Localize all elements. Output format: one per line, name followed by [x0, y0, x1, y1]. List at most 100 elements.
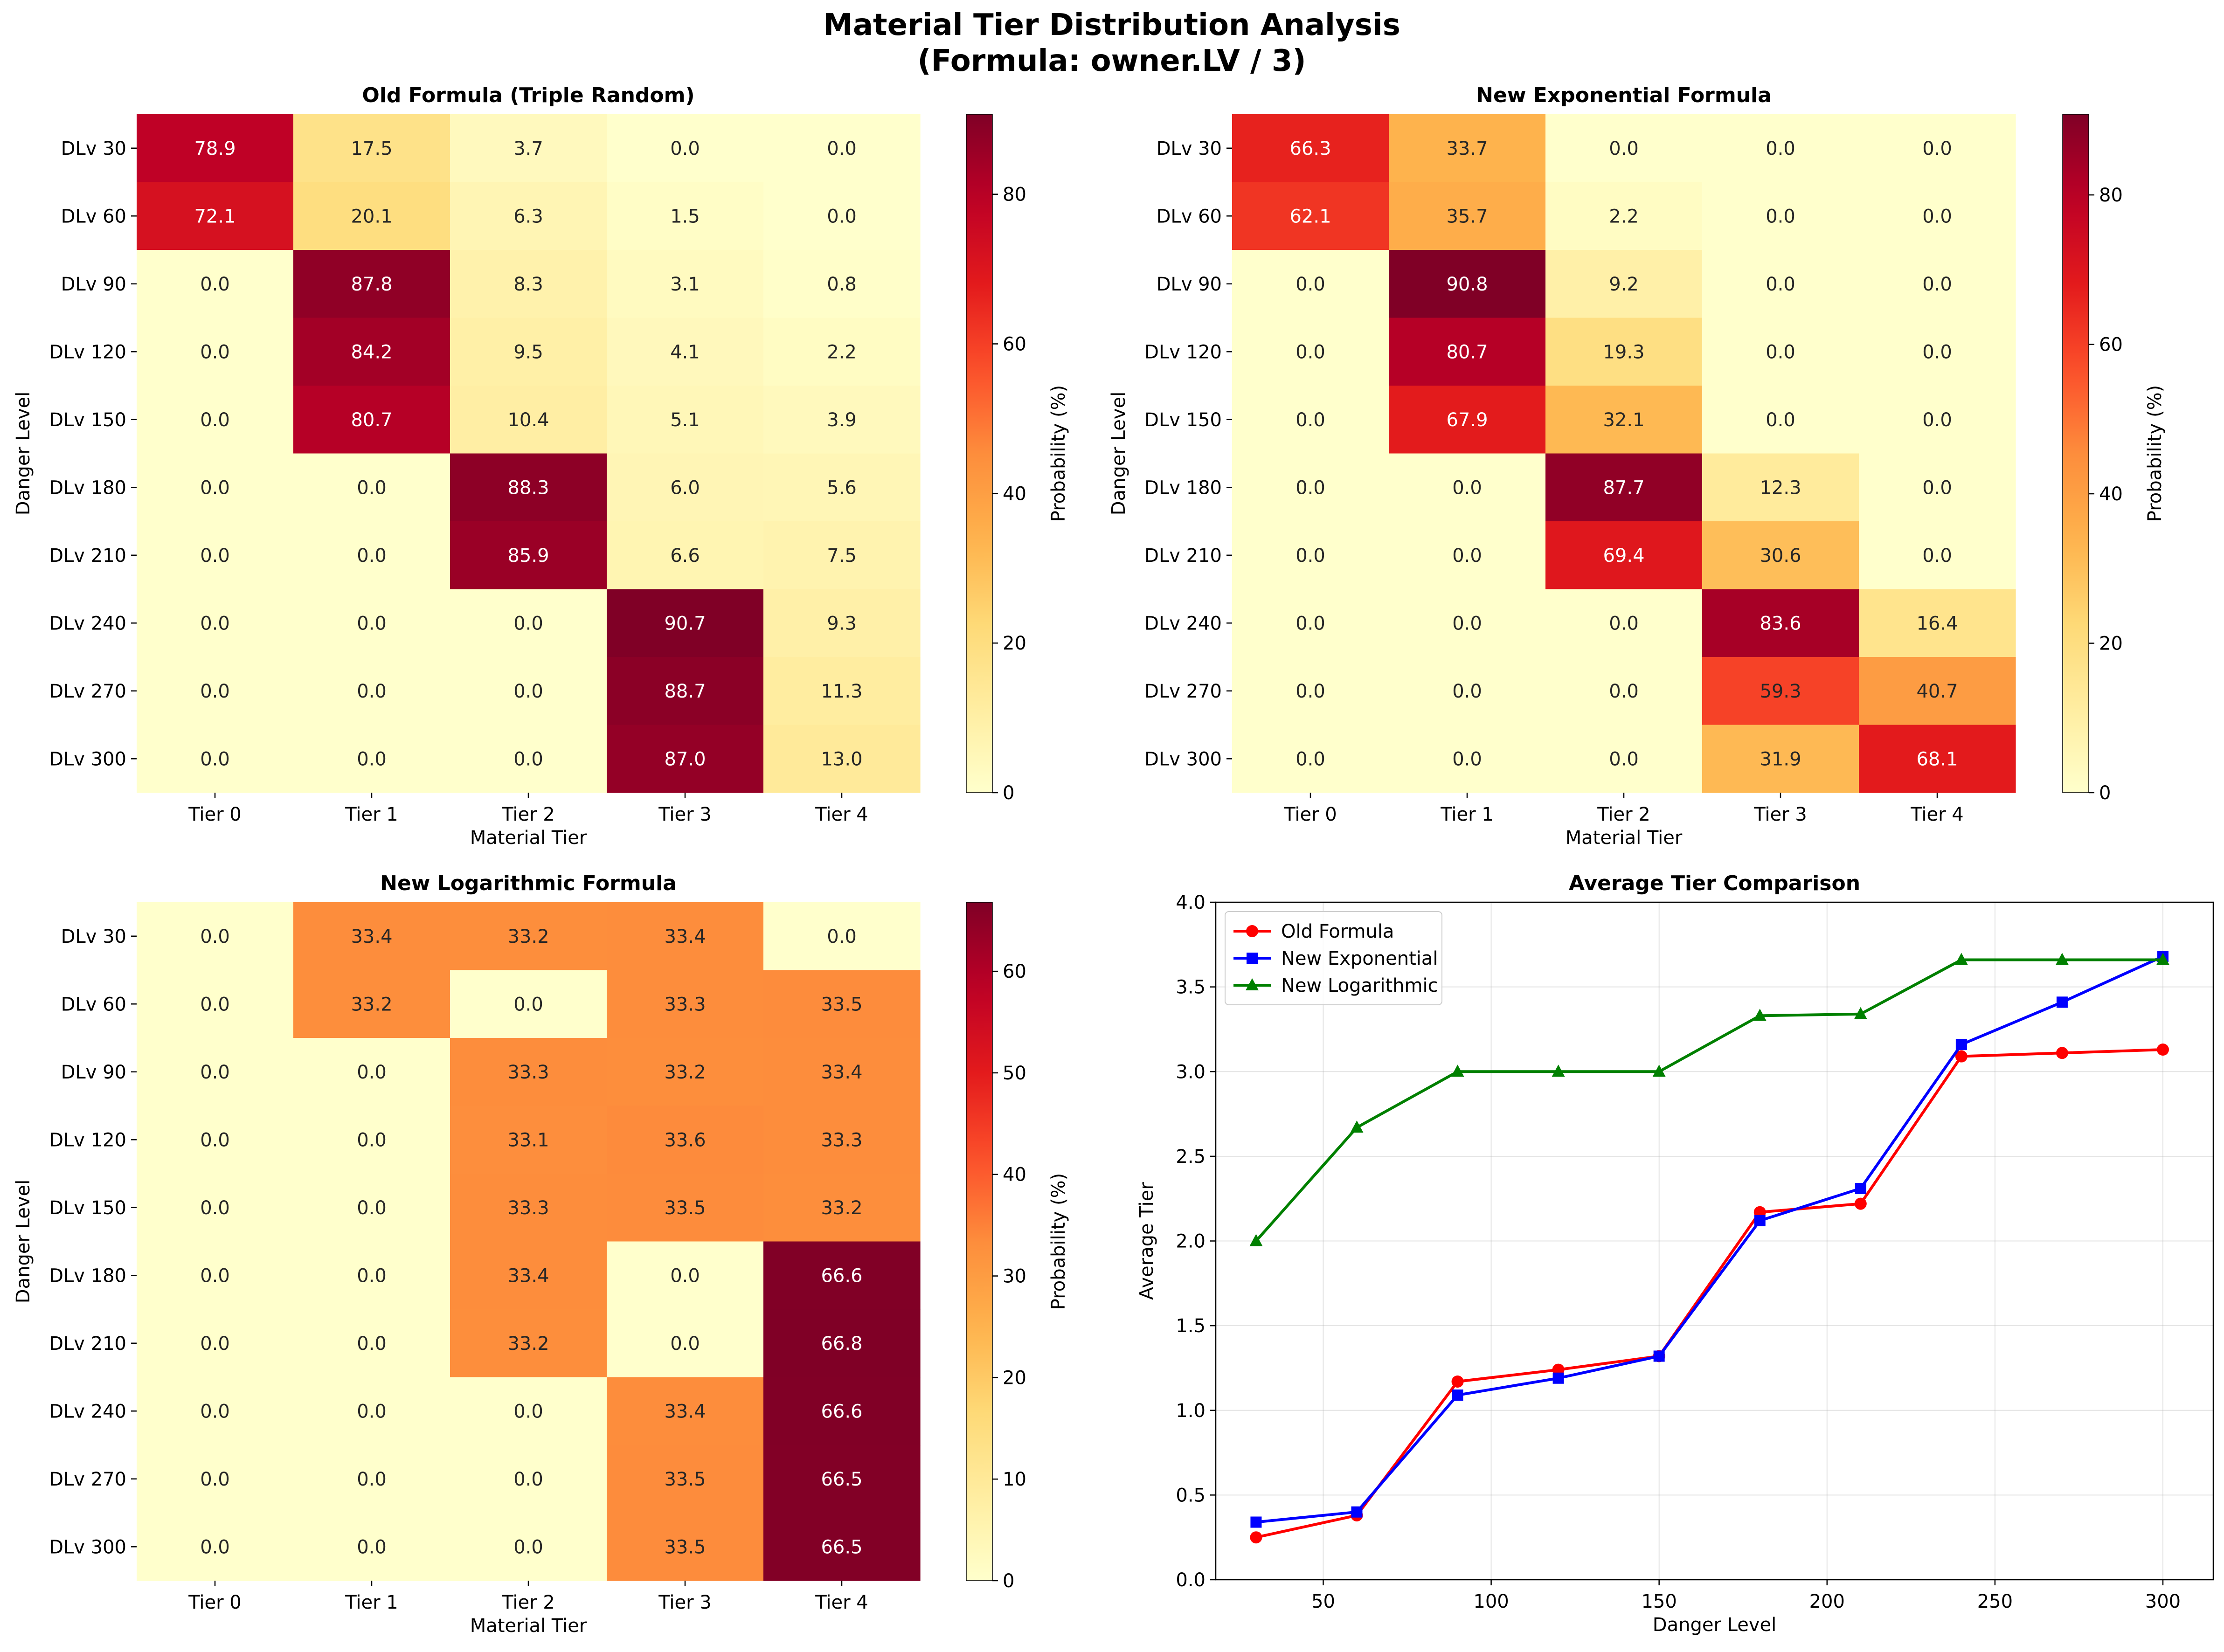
heatmap-cell [1702, 453, 1859, 522]
cell-value-label: 62.1 [1289, 206, 1331, 227]
heatmap-cell [607, 970, 764, 1038]
heatmap-cell [763, 725, 921, 793]
heatmap-cell [1702, 589, 1859, 657]
cell-value-label: 33.4 [664, 926, 706, 947]
x-tick-label: 50 [1311, 1591, 1335, 1612]
cell-value-label: 33.3 [507, 1062, 549, 1083]
cell-value-label: 2.2 [827, 341, 857, 363]
colorbar-tick-label: 40 [1003, 483, 1026, 505]
cell-value-label: 8.3 [513, 274, 543, 295]
cell-value-label: 66.5 [821, 1536, 862, 1558]
heatmap-cell [1859, 453, 2016, 522]
heatmap-cell [607, 1174, 764, 1242]
heatmap-cell [607, 1377, 764, 1445]
x-tick-label: 250 [1977, 1591, 2013, 1612]
data-point [2056, 996, 2068, 1008]
cell-value-label: 16.4 [1916, 613, 1958, 634]
y-tick-label: DLv 120 [49, 341, 126, 363]
colorbar-tick-label: 80 [2099, 185, 2123, 206]
heatmap-cell [1232, 114, 1389, 183]
heatmap-cell [293, 1038, 450, 1106]
x-tick-label: Tier 0 [188, 804, 242, 825]
colorbar-tick-label: 40 [1003, 1164, 1026, 1186]
heatmap-cell [1545, 453, 1703, 522]
cell-value-label: 9.3 [827, 613, 857, 634]
heatmap-cell [293, 970, 450, 1038]
cell-value-label: 59.3 [1760, 681, 1801, 702]
colorbar-tick-label: 0 [1003, 782, 1014, 804]
y-tick-label: DLv 90 [1157, 274, 1222, 295]
heatmap-cell [293, 902, 450, 971]
cell-value-label: 0.0 [357, 1265, 387, 1286]
cell-value-label: 0.0 [1296, 341, 1325, 363]
cell-value-label: 0.0 [200, 613, 230, 634]
heatmap-cell [1702, 386, 1859, 454]
heatmap-cell [137, 1309, 294, 1378]
heatmap-cell [763, 1106, 921, 1174]
heatmap-cell [450, 657, 607, 726]
colorbar-tick-label: 20 [2099, 633, 2123, 655]
heatmap-cell [607, 182, 764, 250]
y-tick-label: DLv 30 [1157, 138, 1222, 159]
heatmap-cell [293, 1513, 450, 1581]
legend-entry-label: Old Formula [1281, 921, 1394, 942]
y-tick-label: DLv 300 [49, 1536, 126, 1558]
cell-value-label: 33.3 [664, 994, 706, 1015]
heatmap-cell [763, 902, 921, 971]
cell-value-label: 0.0 [200, 409, 230, 431]
cell-value-label: 0.0 [200, 748, 230, 770]
cell-value-label: 0.0 [1296, 545, 1325, 567]
y-tick-label: DLv 180 [49, 477, 126, 498]
heatmap-cell [607, 318, 764, 386]
heatmap-cell [763, 521, 921, 590]
heatmap-cell [450, 1106, 607, 1174]
y-tick-label: DLv 270 [1144, 681, 1222, 702]
heatmap-cell [137, 1038, 294, 1106]
cell-value-label: 66.8 [821, 1333, 862, 1355]
data-point [1552, 1064, 1565, 1077]
heatmap-cell [1859, 182, 2016, 250]
heatmap-cell [1859, 250, 2016, 318]
y-tick-label: 1.5 [1176, 1315, 1206, 1337]
colorbar-tick-label: 20 [1003, 633, 1026, 654]
heatmap-cell [1545, 386, 1703, 454]
cell-value-label: 9.5 [513, 341, 543, 363]
cell-value-label: 33.5 [664, 1469, 706, 1490]
heatmap-cell [1389, 725, 1546, 793]
heatmap-cell [293, 182, 450, 250]
cell-value-label: 32.1 [1603, 409, 1644, 431]
x-axis-label: Material Tier [470, 827, 587, 849]
cell-value-label: 0.0 [1766, 138, 1795, 159]
heatmap-cell [1389, 386, 1546, 454]
cell-value-label: 83.6 [1760, 613, 1801, 634]
cell-value-label: 0.0 [357, 1129, 387, 1151]
heatmap-cell [450, 1174, 607, 1242]
data-point [1855, 1182, 1866, 1194]
y-tick-label: DLv 120 [49, 1129, 126, 1151]
heatmap-cell [607, 114, 764, 183]
cell-value-label: 0.0 [513, 1469, 543, 1490]
heatmap-cell [763, 1309, 921, 1378]
x-tick-label: Tier 4 [815, 804, 868, 825]
cell-value-label: 0.0 [200, 681, 230, 702]
cell-value-label: 0.0 [200, 1401, 230, 1422]
cell-value-label: 0.0 [357, 545, 387, 567]
heatmap-cell [450, 521, 607, 590]
axes-frame [1215, 901, 2214, 1581]
cell-value-label: 0.0 [200, 1265, 230, 1286]
heatmap-cell [763, 453, 921, 522]
y-tick-label: DLv 300 [49, 748, 126, 770]
colorbar-label: Probability (%) [1048, 1173, 1069, 1310]
heatmap-cell [763, 1174, 921, 1242]
y-tick-label: 1.0 [1176, 1400, 1206, 1422]
cell-value-label: 0.0 [1296, 409, 1325, 431]
data-point [1854, 1007, 1867, 1019]
colorbar-tick-label: 50 [1003, 1063, 1026, 1084]
heatmap-cell [293, 1445, 450, 1514]
cell-value-label: 33.2 [351, 994, 392, 1015]
cell-value-label: 0.0 [200, 1062, 230, 1083]
y-tick-label: DLv 90 [61, 274, 126, 295]
heatmap-cell [763, 114, 921, 183]
cell-value-label: 0.0 [200, 274, 230, 295]
cell-value-label: 6.0 [670, 477, 700, 498]
